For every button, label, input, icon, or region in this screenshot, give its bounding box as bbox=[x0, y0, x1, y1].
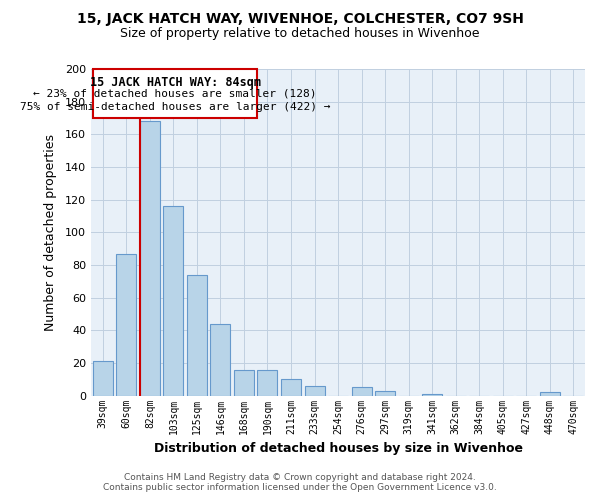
Bar bbox=[305, 386, 325, 396]
Bar bbox=[211, 324, 230, 396]
Bar bbox=[422, 394, 442, 396]
Bar bbox=[187, 275, 207, 396]
Bar bbox=[257, 370, 277, 396]
X-axis label: Distribution of detached houses by size in Wivenhoe: Distribution of detached houses by size … bbox=[154, 442, 523, 455]
Bar bbox=[234, 370, 254, 396]
Bar bbox=[163, 206, 184, 396]
Text: 15, JACK HATCH WAY, WIVENHOE, COLCHESTER, CO7 9SH: 15, JACK HATCH WAY, WIVENHOE, COLCHESTER… bbox=[77, 12, 523, 26]
Bar bbox=[281, 380, 301, 396]
Bar bbox=[140, 122, 160, 396]
Text: 15 JACK HATCH WAY: 84sqm: 15 JACK HATCH WAY: 84sqm bbox=[89, 76, 260, 88]
Bar bbox=[375, 390, 395, 396]
Text: ← 23% of detached houses are smaller (128): ← 23% of detached houses are smaller (12… bbox=[34, 88, 317, 99]
FancyBboxPatch shape bbox=[94, 69, 257, 118]
Y-axis label: Number of detached properties: Number of detached properties bbox=[44, 134, 57, 331]
Bar bbox=[540, 392, 560, 396]
Bar bbox=[352, 388, 371, 396]
Text: Contains HM Land Registry data © Crown copyright and database right 2024.
Contai: Contains HM Land Registry data © Crown c… bbox=[103, 473, 497, 492]
Bar bbox=[93, 362, 113, 396]
Text: Size of property relative to detached houses in Wivenhoe: Size of property relative to detached ho… bbox=[120, 28, 480, 40]
Bar bbox=[116, 254, 136, 396]
Text: 75% of semi-detached houses are larger (422) →: 75% of semi-detached houses are larger (… bbox=[20, 102, 331, 112]
